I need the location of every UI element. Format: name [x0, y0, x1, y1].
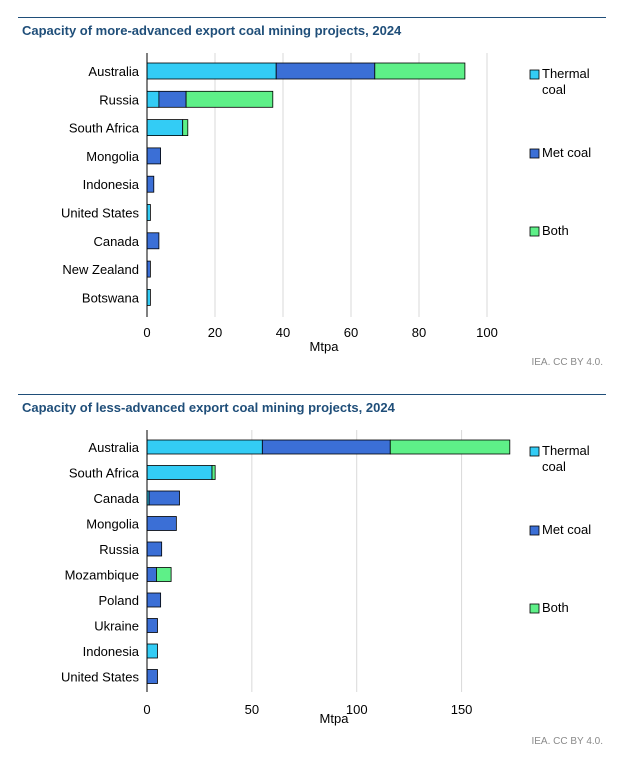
x-tick-label-150: 150: [451, 702, 473, 717]
category-label-united-states: United States: [61, 670, 140, 685]
x-tick-label-100: 100: [476, 325, 498, 340]
category-label-south-africa: South Africa: [69, 466, 140, 481]
bar-australia-thermal: [147, 440, 262, 454]
category-label-australia: Australia: [88, 440, 139, 455]
bar-botswana-thermal: [147, 289, 150, 305]
bar-united-states-met: [147, 670, 157, 684]
category-label-poland: Poland: [99, 593, 139, 608]
legend-label-met: Met coal: [542, 145, 591, 160]
category-label-united-states: United States: [61, 206, 140, 221]
x-axis-title: Mtpa: [310, 339, 340, 354]
bar-south-africa-thermal: [147, 466, 212, 480]
bar-ukraine-met: [147, 619, 157, 633]
bar-indonesia-met: [147, 176, 154, 192]
bar-australia-both: [390, 440, 510, 454]
bar-south-africa-both: [212, 466, 215, 480]
category-label-new-zealand: New Zealand: [62, 262, 139, 277]
bar-mongolia-met: [147, 517, 176, 531]
x-axis-title: Mtpa: [320, 711, 350, 726]
bar-russia-met: [159, 91, 186, 107]
bar-australia-met: [262, 440, 390, 454]
bar-australia-met: [276, 63, 375, 79]
legend-swatch-met: [530, 526, 539, 535]
category-label-australia: Australia: [88, 64, 139, 79]
chart-2-top-rule: [18, 394, 606, 395]
x-tick-label-40: 40: [276, 325, 290, 340]
category-label-russia: Russia: [99, 92, 140, 107]
category-label-mongolia: Mongolia: [86, 149, 140, 164]
legend-label-both: Both: [542, 600, 569, 615]
legend-label-thermal: Thermal coal: [542, 66, 590, 97]
x-tick-label-80: 80: [412, 325, 426, 340]
chart-2-credit: IEA. CC BY 4.0.: [531, 736, 603, 747]
bar-australia-both: [375, 63, 465, 79]
x-tick-label-100: 100: [346, 702, 368, 717]
x-tick-label-20: 20: [208, 325, 222, 340]
x-tick-label-0: 0: [143, 325, 150, 340]
bar-new-zealand-met: [147, 261, 150, 277]
chart-1-more-advanced: Australia Russia South Africa Mongolia Indon…: [0, 45, 633, 365]
bar-canada-met: [147, 233, 159, 249]
chart-2-title: Capacity of less-advanced export coal mi…: [22, 400, 395, 415]
category-label-south-africa: South Africa: [69, 121, 140, 136]
category-label-mozambique: Mozambique: [65, 568, 139, 583]
bar-canada-met: [149, 491, 179, 505]
legend-swatch-met: [530, 149, 539, 158]
legend-swatch-both: [530, 227, 539, 236]
category-label-russia: Russia: [99, 542, 140, 557]
bar-russia-met: [147, 542, 162, 556]
bar-mozambique-met: [147, 568, 156, 582]
bar-south-africa-both: [183, 120, 188, 136]
legend-label-met: Met coal: [542, 522, 591, 537]
bar-mongolia-met: [147, 148, 161, 164]
x-tick-label-50: 50: [245, 702, 259, 717]
chart-2-less-advanced: Australia South Africa Canada Mongolia Russi…: [0, 422, 633, 732]
category-label-mongolia: Mongolia: [86, 517, 140, 532]
legend-swatch-thermal: [530, 70, 539, 79]
bar-russia-thermal: [147, 91, 159, 107]
category-label-botswana: Botswana: [82, 290, 140, 305]
bar-united-states-thermal: [147, 205, 150, 221]
legend-swatch-thermal: [530, 447, 539, 456]
category-label-indonesia: Indonesia: [83, 644, 140, 659]
chart-1-title: Capacity of more-advanced export coal mi…: [22, 23, 401, 38]
chart-1-credit: IEA. CC BY 4.0.: [531, 357, 603, 368]
legend-label-both: Both: [542, 223, 569, 238]
bar-mozambique-both: [156, 568, 171, 582]
category-label-ukraine: Ukraine: [94, 619, 139, 634]
category-label-indonesia: Indonesia: [83, 177, 140, 192]
bar-south-africa-thermal: [147, 120, 183, 136]
chart-1-top-rule: [18, 17, 606, 18]
legend-swatch-both: [530, 604, 539, 613]
category-label-canada: Canada: [93, 491, 139, 506]
bar-poland-met: [147, 593, 161, 607]
bar-russia-both: [186, 91, 273, 107]
x-tick-label-0: 0: [143, 702, 150, 717]
bar-indonesia-thermal: [147, 644, 157, 658]
x-tick-label-60: 60: [344, 325, 358, 340]
category-label-canada: Canada: [93, 234, 139, 249]
bar-australia-thermal: [147, 63, 276, 79]
legend-label-thermal: Thermal coal: [542, 443, 590, 474]
